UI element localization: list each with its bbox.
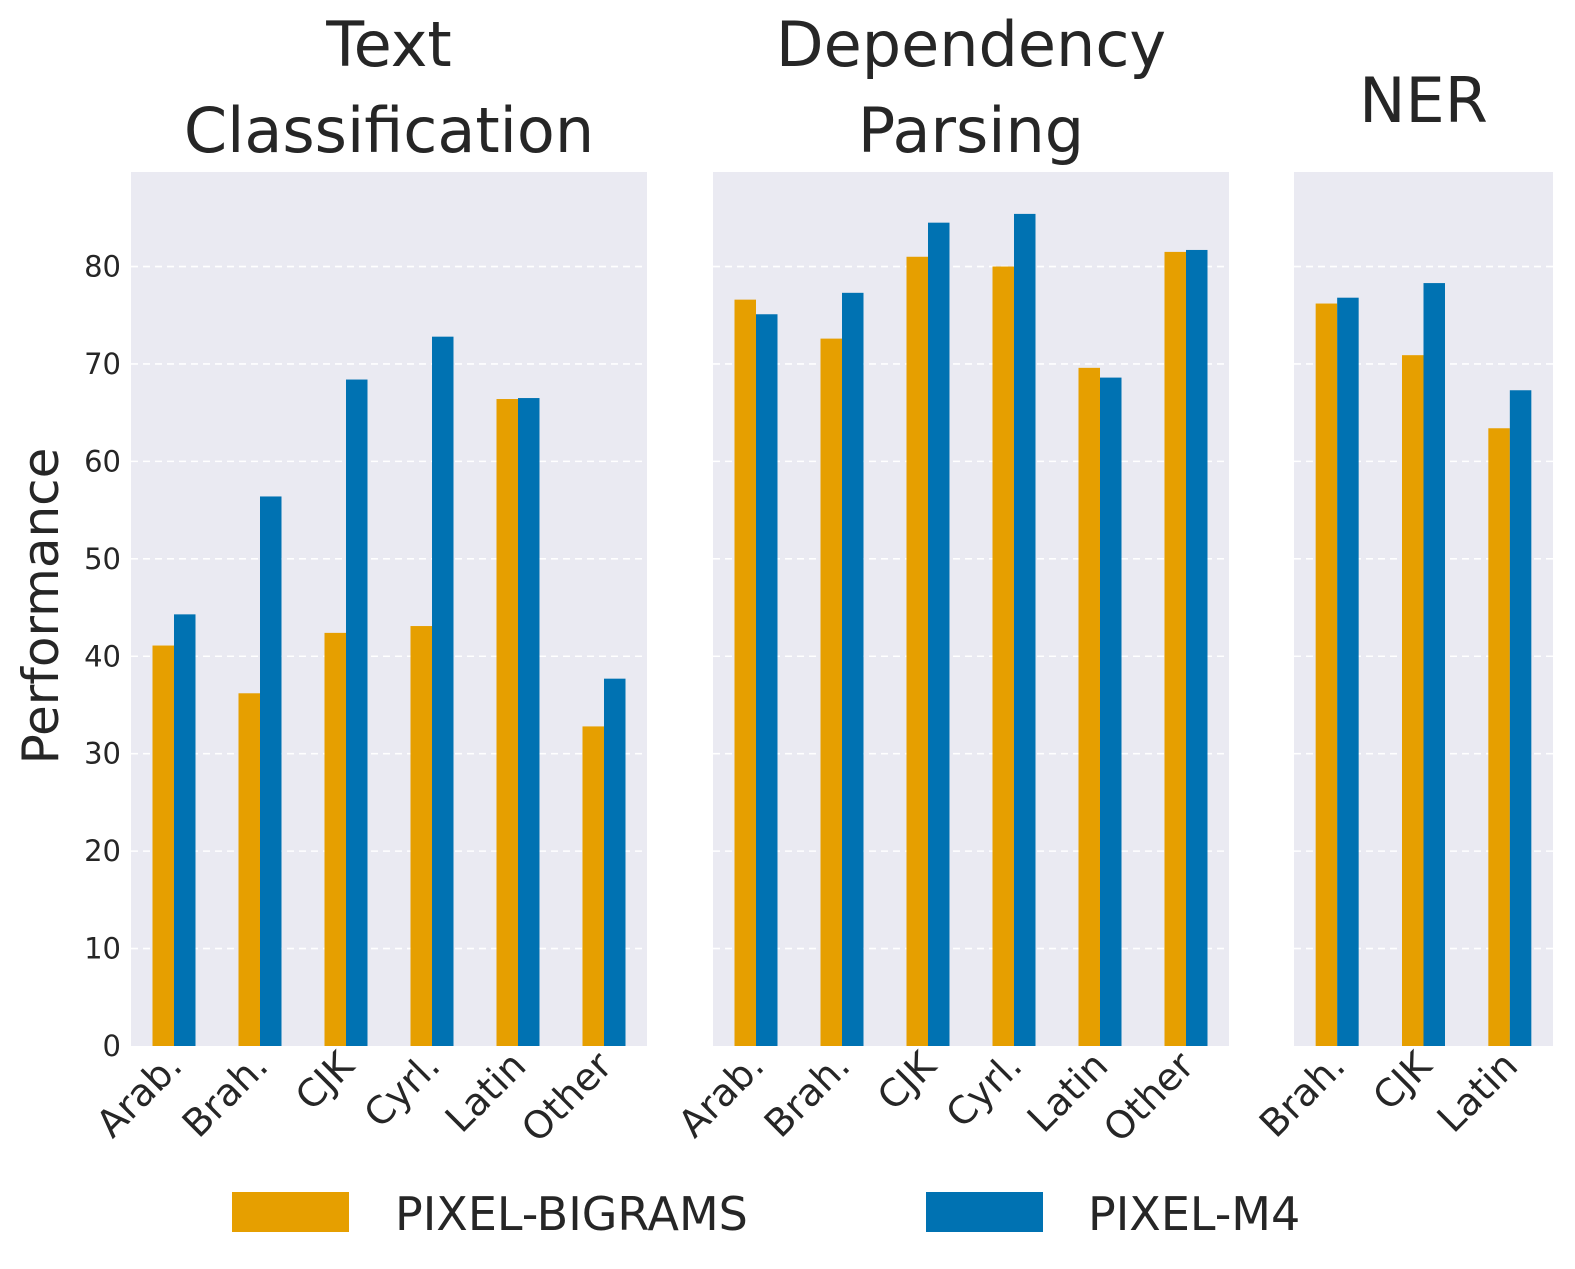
bar-pixel-bigrams-brah	[1315, 303, 1338, 1046]
x-tick-label: CJK	[869, 1042, 945, 1118]
bar-pixel-m4-latin	[518, 398, 540, 1046]
panel-title: Classification	[184, 94, 594, 167]
bar-pixel-m4-other	[1186, 249, 1208, 1046]
legend-swatch-pixel-bigrams	[232, 1192, 349, 1232]
bar-pixel-m4-latin	[1100, 377, 1122, 1047]
bar-pixel-bigrams-cjk	[906, 256, 928, 1046]
bar-pixel-m4-cyrl	[432, 336, 454, 1047]
x-tick-label: Brah.	[1251, 1043, 1354, 1146]
x-tick-label: Brah.	[174, 1043, 277, 1146]
bar-pixel-bigrams-other	[1164, 251, 1186, 1046]
panel-dependency-parsing: Arab.Brah. CJKCyrl.LatinOtherDependencyPa…	[670, 8, 1229, 1151]
y-tick-label: 20	[84, 834, 121, 868]
bar-pixel-bigrams-arab	[152, 645, 174, 1046]
x-tick-label: Cyrl.	[938, 1043, 1031, 1136]
legend-label-pixel-bigrams: PIXEL-BIGRAMS	[395, 1187, 748, 1241]
x-tick-label: CJK	[287, 1042, 363, 1118]
bar-pixel-bigrams-latin	[1488, 428, 1510, 1046]
x-tick-label: Other	[513, 1043, 621, 1151]
y-tick-label: 70	[84, 347, 121, 381]
bar-pixel-bigrams-brah	[820, 338, 842, 1047]
x-tick-label: Arab.	[670, 1043, 773, 1146]
bar-pixel-bigrams-brah	[238, 693, 260, 1046]
panel-title: Text	[325, 8, 451, 81]
bar-pixel-m4-brah	[1337, 297, 1359, 1046]
x-tick-label: Latin	[1429, 1043, 1527, 1141]
bar-pixel-m4-cjk	[346, 379, 368, 1046]
bar-pixel-bigrams-cyrl	[410, 626, 432, 1046]
y-tick-label: 80	[84, 250, 121, 284]
panel-title: NER	[1359, 64, 1488, 137]
legend: PIXEL-BIGRAMS PIXEL-M4	[232, 1187, 1300, 1241]
y-axis-label: Performance	[12, 448, 70, 765]
bar-pixel-bigrams-cyrl	[992, 266, 1014, 1046]
bar-pixel-bigrams-cjk	[324, 632, 346, 1046]
y-tick-label: 40	[84, 639, 121, 673]
bar-pixel-m4-arab	[756, 314, 778, 1046]
bar-pixel-bigrams-latin	[496, 399, 518, 1046]
panel-background	[713, 172, 1229, 1046]
y-tick-label: 50	[84, 542, 121, 576]
x-tick-label: CJK	[1364, 1042, 1440, 1118]
bar-pixel-m4-cjk	[928, 222, 950, 1046]
panel-title: Dependency	[776, 8, 1166, 81]
x-tick-label: Other	[1095, 1043, 1203, 1151]
bar-pixel-bigrams-arab	[734, 299, 756, 1047]
y-tick-label: 30	[84, 737, 121, 771]
bar-pixel-m4-brah	[260, 496, 282, 1046]
y-tick-label: 0	[103, 1029, 121, 1063]
y-tick-label: 10	[84, 932, 121, 966]
panel-background	[131, 172, 647, 1046]
bar-pixel-bigrams-other	[582, 726, 604, 1046]
bar-pixel-bigrams-cjk	[1402, 355, 1424, 1047]
y-tick-label: 60	[84, 444, 121, 478]
x-tick-label: Brah.	[756, 1043, 859, 1146]
bar-pixel-m4-latin	[1509, 390, 1532, 1046]
x-tick-label: Cyrl.	[356, 1043, 449, 1136]
bar-pixel-bigrams-latin	[1078, 367, 1100, 1046]
legend-swatch-pixel-m4	[926, 1192, 1043, 1232]
legend-label-pixel-m4: PIXEL-M4	[1088, 1187, 1300, 1241]
bar-pixel-m4-cjk	[1423, 283, 1445, 1047]
panel-title: Parsing	[858, 94, 1084, 167]
bar-pixel-m4-cyrl	[1014, 213, 1036, 1046]
bar-pixel-m4-arab	[174, 614, 196, 1046]
bar-pixel-m4-other	[604, 678, 626, 1046]
bar-pixel-m4-brah	[842, 292, 864, 1046]
